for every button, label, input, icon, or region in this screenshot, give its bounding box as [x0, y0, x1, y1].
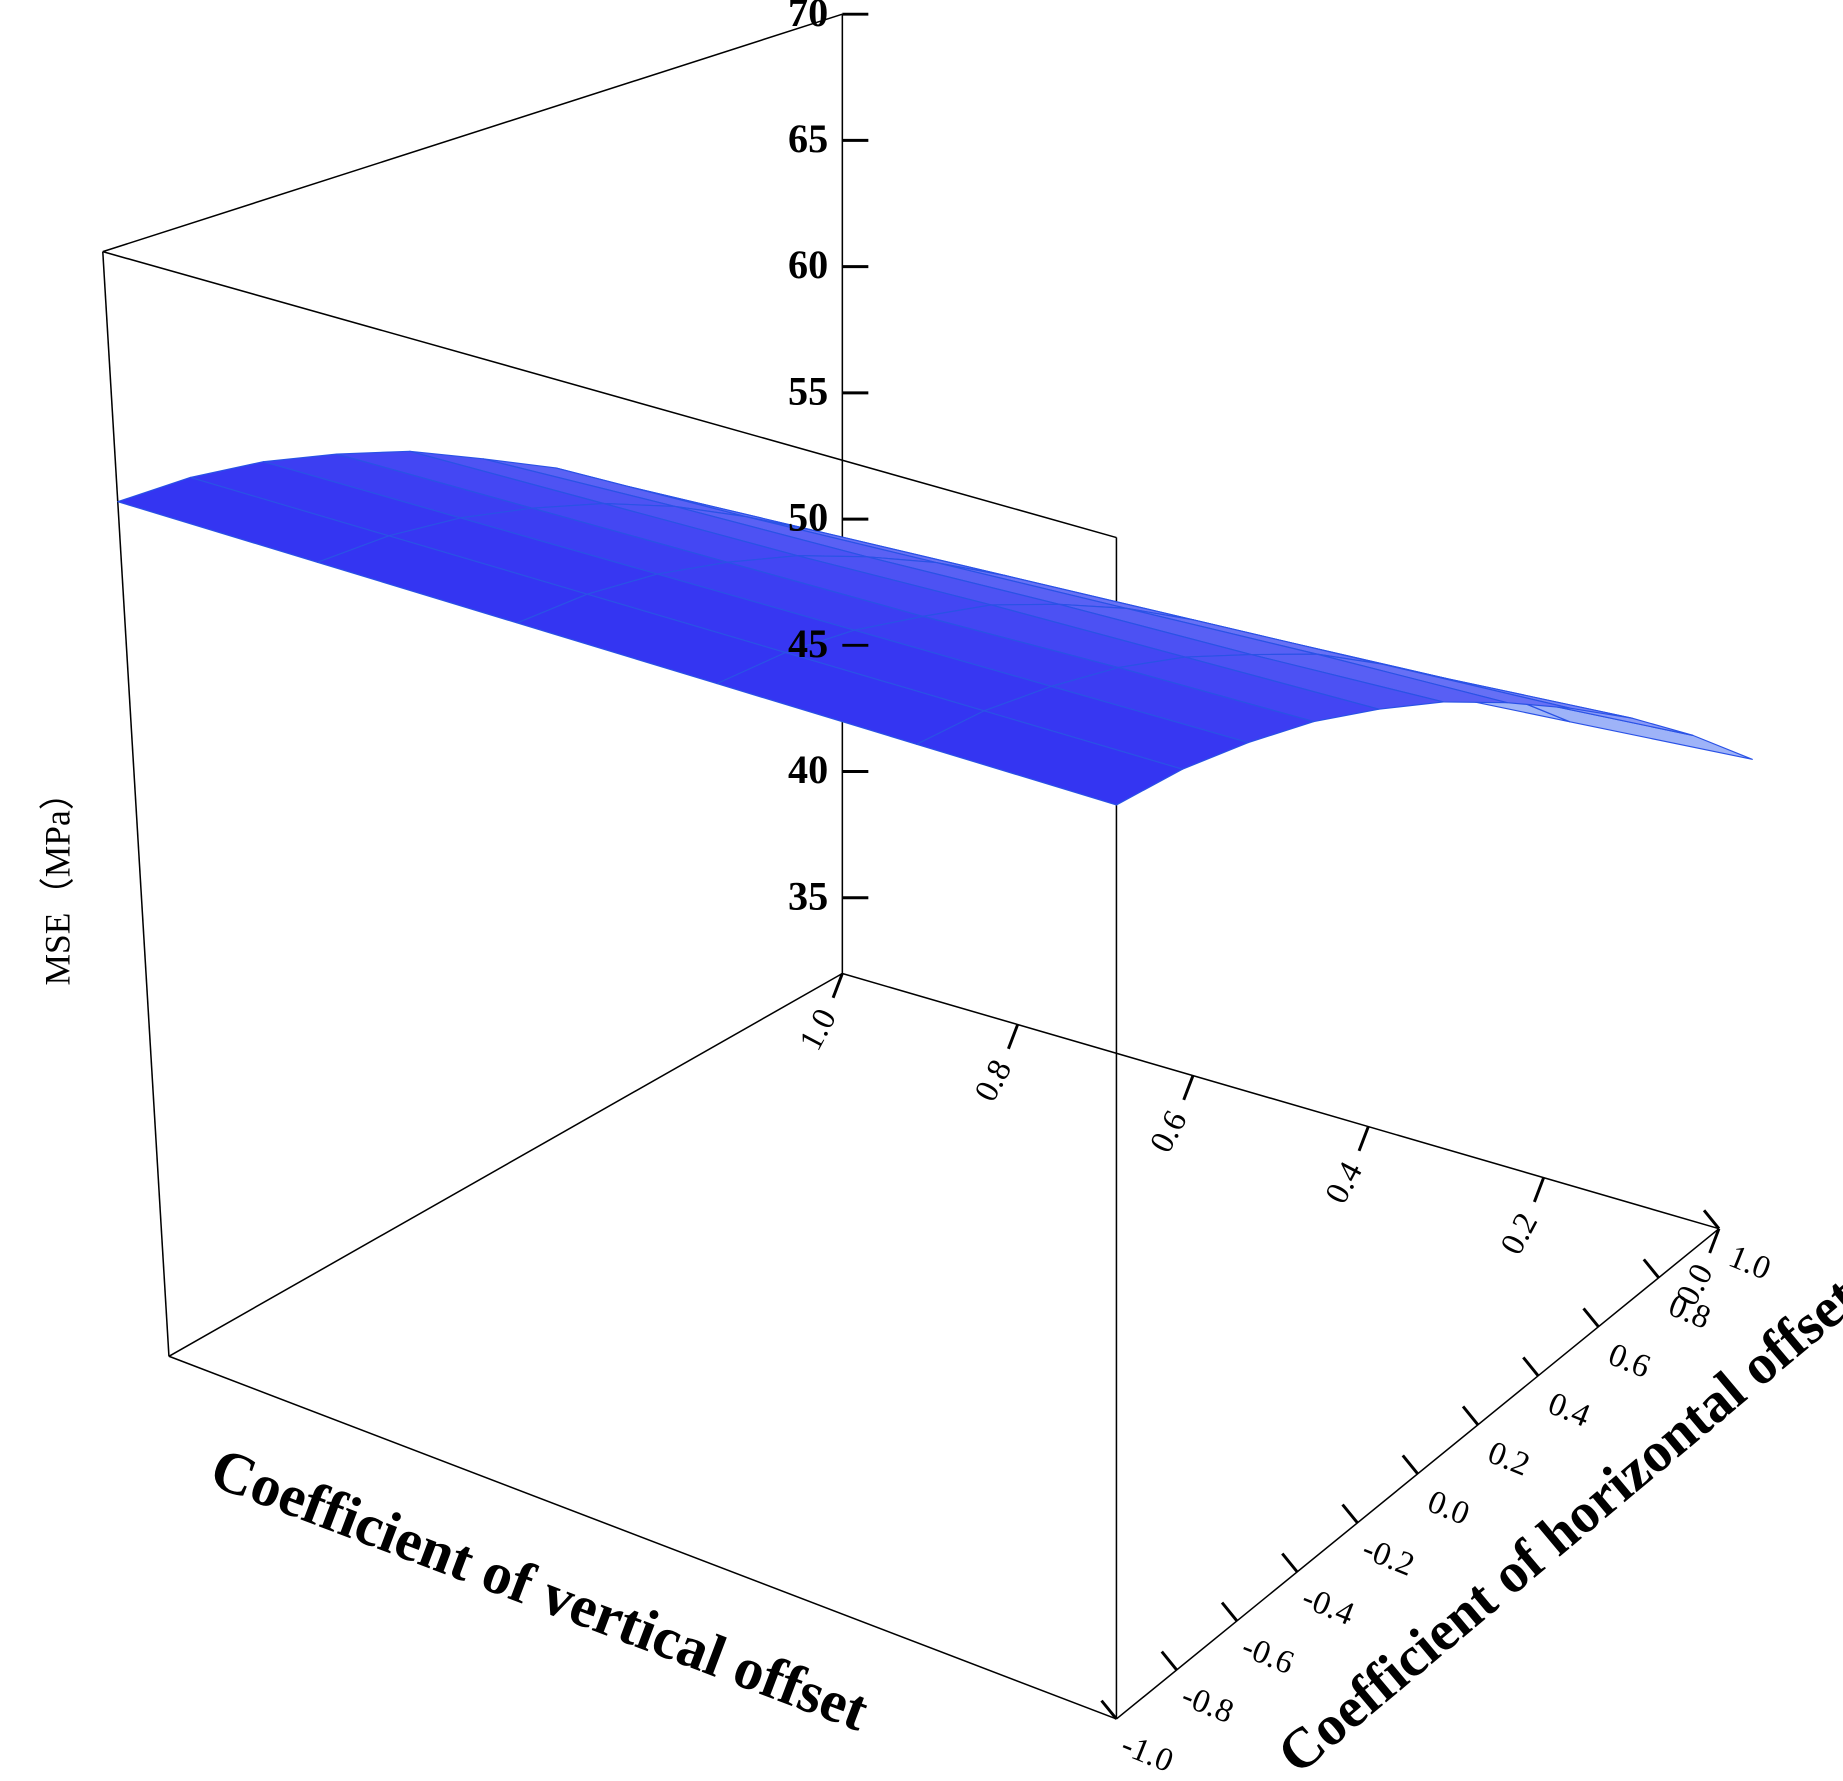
z-tick-label: 55: [788, 368, 828, 413]
box-edge: [168, 1355, 1117, 1720]
y-tick-label: -0.2: [1357, 1531, 1419, 1584]
z-tick-label: 45: [788, 621, 828, 666]
y-tick-label: -0.6: [1237, 1629, 1299, 1682]
y-tick: [1461, 1405, 1480, 1426]
y-tick: [1341, 1503, 1359, 1524]
z-tick-label: 50: [788, 495, 828, 540]
y-tick-label: -0.8: [1176, 1678, 1238, 1731]
y-tick-label: -1.0: [1116, 1727, 1178, 1780]
y-tick-label: 0.0: [1423, 1484, 1475, 1533]
z-tick-label: 65: [788, 116, 828, 161]
y-tick-label: 0.4: [1543, 1386, 1595, 1435]
x-tick: [1182, 1075, 1195, 1101]
y-tick: [1160, 1650, 1178, 1671]
box-edge: [102, 13, 843, 253]
x-axis-line: [842, 972, 1720, 1230]
y-tick-label: -0.4: [1297, 1580, 1359, 1633]
x-tick-label: 1.0: [793, 1003, 844, 1056]
z-tick-label: 35: [788, 873, 828, 918]
z-tick-label: 60: [788, 242, 828, 287]
x-tick-label: 0.4: [1319, 1156, 1370, 1210]
box-edge: [102, 250, 1117, 539]
z-tick-label: 70: [788, 0, 828, 35]
y-tick: [1702, 1209, 1721, 1230]
z-axis-title: MSE（MPa）: [38, 775, 78, 986]
box-edge: [102, 251, 170, 1357]
surface-cell: [916, 710, 1184, 806]
y-tick: [1100, 1699, 1118, 1720]
y-tick: [1281, 1552, 1299, 1573]
y-tick: [1522, 1356, 1540, 1377]
x-tick: [831, 972, 844, 999]
x-tick-label: 0.6: [1143, 1105, 1194, 1158]
y-tick: [1220, 1601, 1239, 1622]
x-tick-label: 0.2: [1494, 1207, 1545, 1260]
x-tick: [1357, 1126, 1370, 1152]
z-tick-label: 40: [788, 747, 828, 792]
x-tick: [1532, 1177, 1546, 1203]
y-tick: [1642, 1258, 1660, 1279]
x-tick-label: 0.8: [968, 1054, 1019, 1107]
x-tick: [1708, 1228, 1721, 1254]
y-tick-label: 0.6: [1603, 1337, 1655, 1386]
y-tick: [1401, 1454, 1419, 1475]
x-tick: [1007, 1024, 1020, 1050]
y-axis-title: Coefficient of horizontal offset: [1266, 1265, 1843, 1781]
y-tick-label: 0.2: [1483, 1435, 1535, 1484]
y-tick-label: 1.0: [1724, 1239, 1776, 1288]
box-edge: [168, 972, 843, 1357]
y-tick: [1582, 1307, 1600, 1328]
